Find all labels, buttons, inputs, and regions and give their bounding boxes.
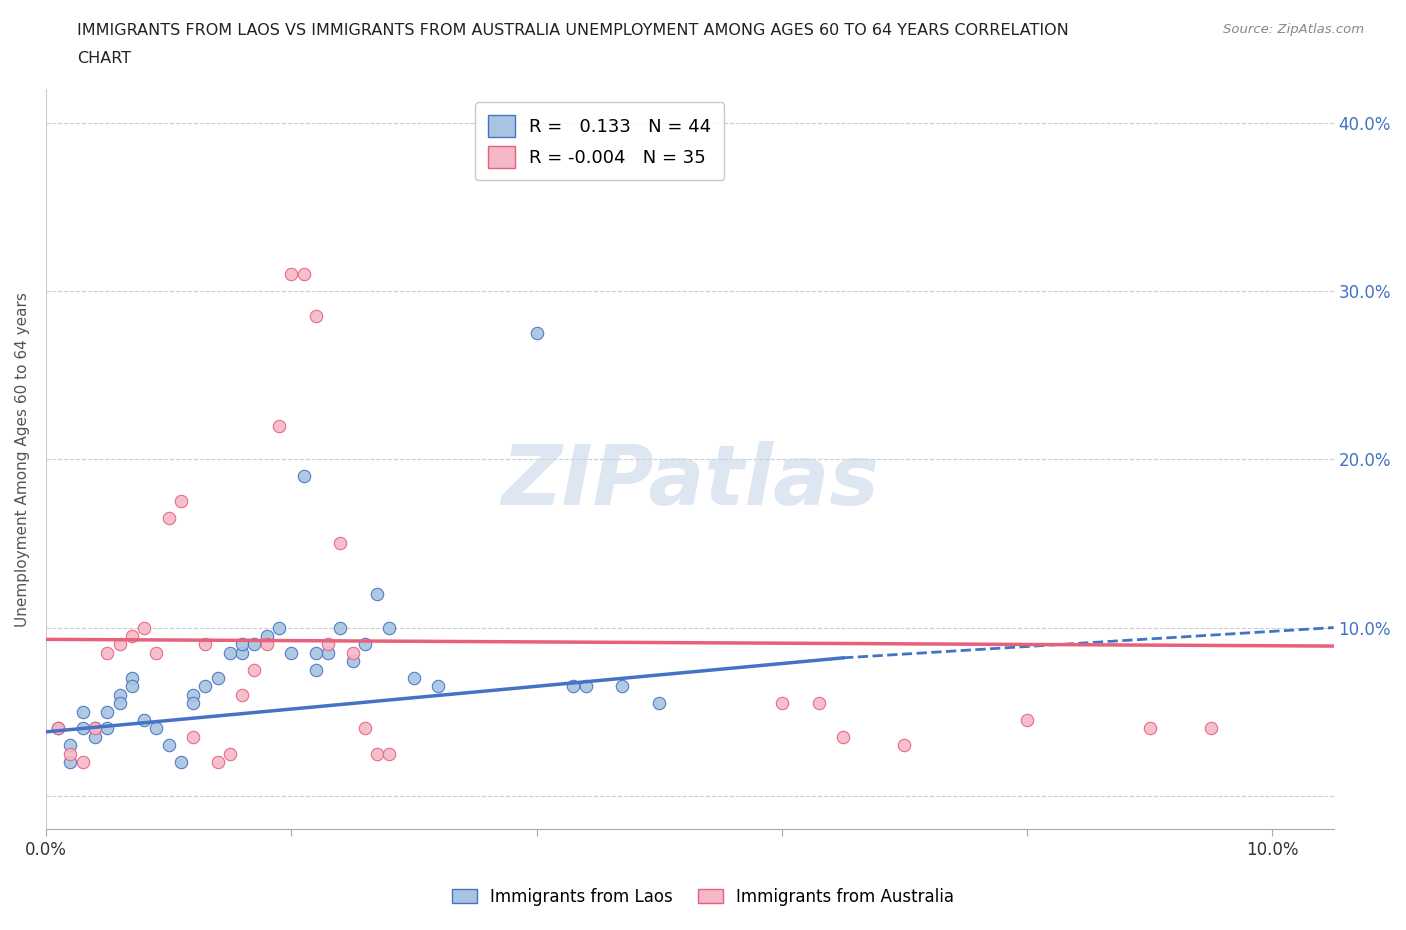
Point xyxy=(1139,721,1161,736)
Point xyxy=(157,737,180,752)
Point xyxy=(145,645,167,660)
Point xyxy=(121,679,143,694)
Point xyxy=(231,687,253,702)
Point xyxy=(305,645,328,660)
Point xyxy=(342,654,364,669)
Point xyxy=(84,721,107,736)
Point xyxy=(329,536,352,551)
Point xyxy=(207,671,229,685)
Point xyxy=(832,729,855,744)
Point xyxy=(96,721,118,736)
Point xyxy=(231,645,253,660)
Point xyxy=(84,721,107,736)
Point xyxy=(574,679,596,694)
Point xyxy=(256,637,278,652)
Legend: R =   0.133   N = 44, R = -0.004   N = 35: R = 0.133 N = 44, R = -0.004 N = 35 xyxy=(475,102,724,180)
Point xyxy=(170,494,193,509)
Point xyxy=(72,704,94,719)
Point xyxy=(893,737,915,752)
Point xyxy=(157,511,180,525)
Text: IMMIGRANTS FROM LAOS VS IMMIGRANTS FROM AUSTRALIA UNEMPLOYMENT AMONG AGES 60 TO : IMMIGRANTS FROM LAOS VS IMMIGRANTS FROM … xyxy=(77,23,1069,38)
Point xyxy=(96,645,118,660)
Point xyxy=(231,637,253,652)
Point xyxy=(46,721,69,736)
Point xyxy=(316,637,339,652)
Point xyxy=(292,469,315,484)
Point xyxy=(219,746,242,761)
Point xyxy=(612,679,634,694)
Point xyxy=(1015,712,1038,727)
Point xyxy=(194,637,217,652)
Point xyxy=(194,679,217,694)
Point xyxy=(145,721,167,736)
Point xyxy=(280,267,302,282)
Point xyxy=(305,662,328,677)
Point xyxy=(770,696,793,711)
Point xyxy=(366,587,388,602)
Point xyxy=(378,746,401,761)
Text: CHART: CHART xyxy=(77,51,131,66)
Point xyxy=(267,620,290,635)
Point xyxy=(181,687,204,702)
Point xyxy=(378,620,401,635)
Point xyxy=(292,267,315,282)
Point xyxy=(59,746,82,761)
Point xyxy=(108,687,131,702)
Point xyxy=(132,620,155,635)
Point xyxy=(207,754,229,769)
Point xyxy=(72,754,94,769)
Point xyxy=(807,696,830,711)
Point xyxy=(256,629,278,644)
Point xyxy=(280,645,302,660)
Point xyxy=(59,737,82,752)
Point xyxy=(329,620,352,635)
Point xyxy=(132,712,155,727)
Point xyxy=(96,704,118,719)
Point xyxy=(1199,721,1222,736)
Point xyxy=(562,679,585,694)
Point xyxy=(46,721,69,736)
Legend: Immigrants from Laos, Immigrants from Australia: Immigrants from Laos, Immigrants from Au… xyxy=(446,881,960,912)
Text: ZIPatlas: ZIPatlas xyxy=(501,441,879,522)
Point xyxy=(121,629,143,644)
Point xyxy=(526,326,548,340)
Point xyxy=(181,729,204,744)
Point xyxy=(243,662,266,677)
Point xyxy=(59,754,82,769)
Point xyxy=(219,645,242,660)
Point xyxy=(427,679,450,694)
Point xyxy=(181,696,204,711)
Point xyxy=(170,754,193,769)
Y-axis label: Unemployment Among Ages 60 to 64 years: Unemployment Among Ages 60 to 64 years xyxy=(15,292,30,627)
Point xyxy=(121,671,143,685)
Point xyxy=(353,721,375,736)
Point xyxy=(342,645,364,660)
Point xyxy=(108,696,131,711)
Point xyxy=(305,309,328,324)
Point xyxy=(84,729,107,744)
Point xyxy=(353,637,375,652)
Point xyxy=(316,645,339,660)
Point xyxy=(72,721,94,736)
Point xyxy=(243,637,266,652)
Point xyxy=(267,418,290,433)
Text: Source: ZipAtlas.com: Source: ZipAtlas.com xyxy=(1223,23,1364,36)
Point xyxy=(648,696,671,711)
Point xyxy=(366,746,388,761)
Point xyxy=(402,671,425,685)
Point xyxy=(108,637,131,652)
